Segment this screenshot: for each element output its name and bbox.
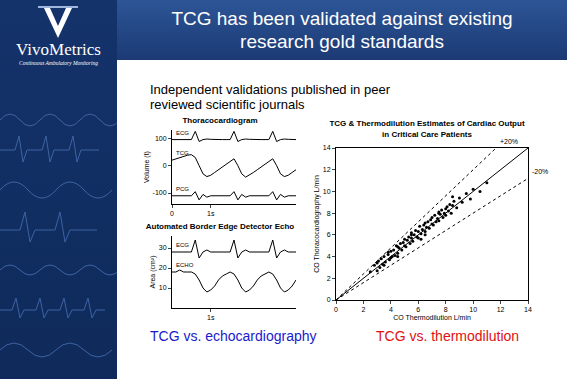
svg-text:2: 2 (361, 306, 365, 313)
svg-text:TCG: TCG (176, 150, 189, 156)
svg-text:0: 0 (334, 306, 338, 313)
svg-text:0: 0 (170, 210, 174, 217)
svg-text:-20%: -20% (532, 168, 548, 175)
html-text:reviewed scientific journals: reviewed scientific journals (150, 97, 305, 112)
svg-text:Area (cm²): Area (cm²) (149, 255, 157, 288)
svg-text:8: 8 (444, 306, 448, 313)
svg-text:20: 20 (159, 264, 167, 271)
svg-text:4: 4 (389, 306, 393, 313)
svg-text:10: 10 (159, 284, 167, 291)
svg-text:ECG: ECG (176, 242, 189, 248)
html-text:Independent validations publis: Independent validations published in pee… (150, 82, 390, 97)
svg-text:Thoracocardiogram: Thoracocardiogram (182, 116, 257, 125)
html-text:TCG vs. thermodilution: TCG vs. thermodilution (376, 328, 520, 344)
svg-text:Automated Border Edge Detector: Automated Border Edge Detector Echo (146, 222, 295, 231)
svg-text:14: 14 (524, 306, 532, 313)
svg-text:4: 4 (327, 253, 331, 260)
svg-text:0: 0 (163, 162, 167, 169)
html-text:TCG has been validated against: TCG has been validated against existing (171, 8, 513, 29)
svg-text:-100: -100 (153, 189, 167, 196)
svg-text:1s: 1s (207, 314, 215, 321)
svg-text:CO Thermodilution L/min: CO Thermodilution L/min (393, 314, 471, 321)
svg-text:ECHO: ECHO (176, 262, 194, 268)
svg-text:30: 30 (159, 244, 167, 251)
svg-text:8: 8 (327, 210, 331, 217)
svg-text:+20%: +20% (500, 138, 518, 145)
svg-text:1s: 1s (207, 210, 215, 217)
html-text:TCG vs. echocardiography: TCG vs. echocardiography (150, 328, 317, 344)
svg-text:100: 100 (155, 135, 167, 142)
svg-text:0: 0 (327, 296, 331, 303)
svg-text:12: 12 (323, 166, 331, 173)
svg-text:PCG: PCG (176, 186, 189, 192)
svg-text:ECG: ECG (176, 130, 189, 136)
svg-text:14: 14 (323, 144, 331, 151)
svg-text:6: 6 (327, 231, 331, 238)
html-text:VivoMetrics: VivoMetrics (16, 40, 101, 59)
svg-text:12: 12 (497, 306, 505, 313)
svg-text:10: 10 (469, 306, 477, 313)
html-text:Continuous Ambulatory Monitori: Continuous Ambulatory Monitoring (19, 60, 98, 66)
svg-text:Volume (t): Volume (t) (143, 151, 151, 183)
svg-text:6: 6 (416, 306, 420, 313)
svg-text:TCG & Thermodilution Estimates: TCG & Thermodilution Estimates of Cardia… (329, 119, 524, 138)
html-text:research gold standards: research gold standards (240, 31, 444, 52)
svg-text:2: 2 (327, 275, 331, 282)
svg-text:CO Thoracocardiography L/min: CO Thoracocardiography L/min (313, 175, 321, 273)
svg-text:10: 10 (323, 188, 331, 195)
